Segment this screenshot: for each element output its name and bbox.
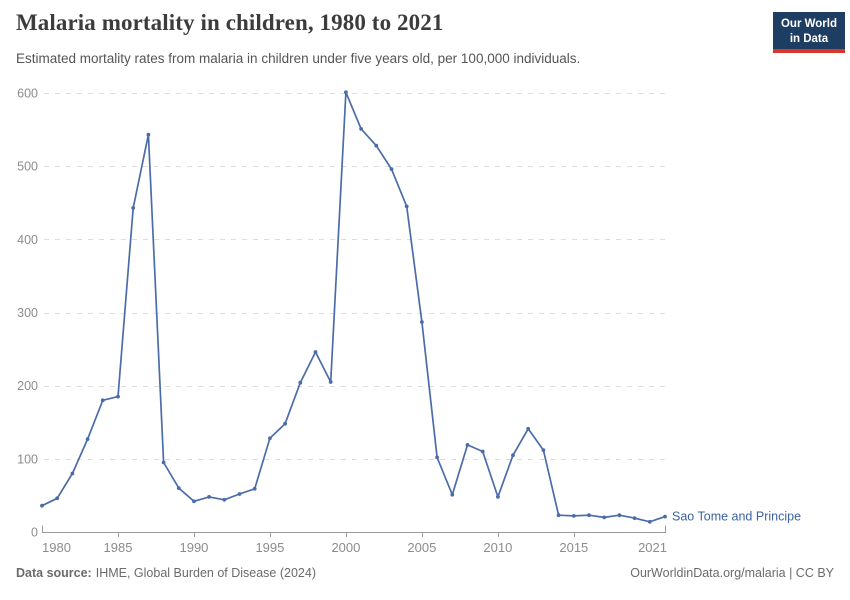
data-point-1993[interactable] <box>237 492 242 496</box>
data-point-2003[interactable] <box>389 167 394 172</box>
x-axis-label-1980: 1980 <box>42 540 71 555</box>
data-point-1995[interactable] <box>268 436 272 441</box>
data-point-1986[interactable] <box>131 206 136 210</box>
data-point-2011[interactable] <box>511 453 515 458</box>
data-point-2001[interactable] <box>359 126 363 131</box>
y-axis-label-100: 100 <box>17 452 38 466</box>
data-point-2010[interactable] <box>496 495 500 499</box>
data-source-value: IHME, Global Burden of Disease (2024) <box>95 566 316 580</box>
data-point-1983[interactable] <box>85 437 90 441</box>
data-point-2020[interactable] <box>647 519 652 524</box>
x-axis-label-2010: 2010 <box>483 540 512 555</box>
data-point-2002[interactable] <box>374 143 379 148</box>
data-point-1999[interactable] <box>328 380 333 384</box>
data-point-1996[interactable] <box>283 421 287 426</box>
data-point-1998[interactable] <box>313 350 318 354</box>
y-axis-label-500: 500 <box>17 160 38 174</box>
data-point-2019[interactable] <box>632 516 637 520</box>
data-point-1984[interactable] <box>100 398 105 403</box>
entity-label[interactable]: Sao Tome and Principe <box>672 510 801 524</box>
data-point-2017[interactable] <box>602 515 607 520</box>
data-source: Data source: IHME, Global Burden of Disea… <box>16 566 316 580</box>
x-axis-label-2000: 2000 <box>331 540 360 555</box>
data-point-1985[interactable] <box>116 394 120 399</box>
data-point-1989[interactable] <box>176 486 181 490</box>
x-axis-label-2021: 2021 <box>638 540 667 555</box>
y-axis-label-400: 400 <box>17 233 38 247</box>
data-point-2007[interactable] <box>450 492 455 497</box>
data-point-2006[interactable] <box>435 455 439 460</box>
data-point-2005[interactable] <box>420 320 424 324</box>
data-point-2015[interactable] <box>571 514 576 518</box>
data-point-2000[interactable] <box>344 90 348 95</box>
x-axis-label-1990: 1990 <box>179 540 208 555</box>
x-axis-label-2015: 2015 <box>559 540 588 555</box>
logo-line2: in Data <box>789 32 829 45</box>
logo-line1: Our World <box>780 18 837 30</box>
chart-title: Malaria mortality in children, 1980 to 2… <box>16 10 444 35</box>
y-axis-label-0: 0 <box>31 526 38 540</box>
data-source-label: Data source: <box>16 566 92 580</box>
data-point-1992[interactable] <box>222 497 227 502</box>
data-point-1981[interactable] <box>55 496 60 501</box>
y-axis-label-600: 600 <box>17 87 38 101</box>
data-point-1994[interactable] <box>252 486 257 491</box>
data-point-2018[interactable] <box>617 513 622 518</box>
data-point-2013[interactable] <box>541 448 546 452</box>
data-point-2009[interactable] <box>480 449 485 454</box>
data-point-2021[interactable] <box>663 514 667 519</box>
data-point-2016[interactable] <box>587 513 591 518</box>
chart-footer: Data source: IHME, Global Burden of Disea… <box>16 566 834 580</box>
owid-logo: Our World in Data <box>772 12 845 54</box>
data-point-1987[interactable] <box>146 132 151 137</box>
data-point-1982[interactable] <box>70 471 75 476</box>
x-axis-label-2005: 2005 <box>407 540 436 555</box>
data-point-1991[interactable] <box>207 495 212 499</box>
y-axis-label-200: 200 <box>17 379 38 393</box>
data-point-1988[interactable] <box>161 460 166 465</box>
x-axis-label-1995: 1995 <box>255 540 284 555</box>
data-point-1990[interactable] <box>192 499 196 504</box>
data-line <box>41 91 666 523</box>
data-point-2004[interactable] <box>404 204 409 209</box>
data-point-1980[interactable] <box>40 503 44 508</box>
x-axis-label-1985: 1985 <box>104 540 133 555</box>
data-point-2014[interactable] <box>556 513 561 518</box>
y-axis-label-300: 300 <box>17 306 38 320</box>
chart-subtitle: Estimated mortality rates from malaria i… <box>16 51 581 66</box>
data-point-1997[interactable] <box>298 380 303 385</box>
owid-link[interactable]: OurWorldinData.org/malaria | CC BY <box>630 566 834 580</box>
data-point-2012[interactable] <box>526 426 531 431</box>
data-point-2008[interactable] <box>465 443 470 447</box>
